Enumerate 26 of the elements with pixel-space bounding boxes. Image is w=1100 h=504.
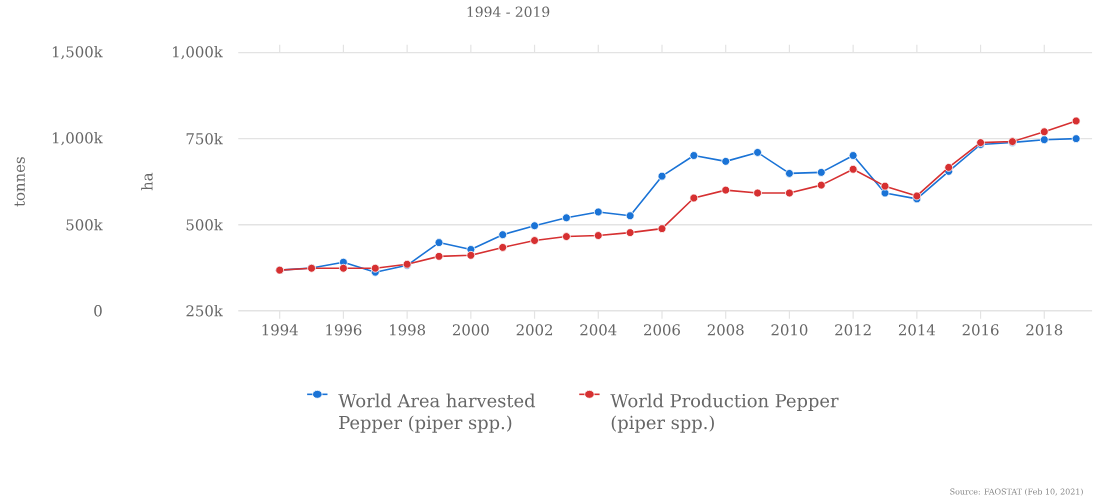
x-tick-label: 2002 — [516, 324, 553, 336]
x-tick-label: 2006 — [644, 324, 680, 336]
y-tick-label: 500k — [66, 218, 103, 231]
x-tick-label: 1994 — [262, 324, 298, 336]
x-tick-label: 1996 — [326, 324, 362, 336]
x-tick-label: 2008 — [707, 324, 744, 336]
legend-label: World Area harvested Pepper (piper spp.) — [338, 393, 536, 433]
x-tick-label: 2004 — [580, 324, 617, 336]
y2-axis-title: ha — [141, 172, 153, 191]
y2-tick-label: 750k — [186, 132, 223, 145]
x-tick-label: 2000 — [452, 324, 489, 336]
y2-tick-label: 500k — [186, 218, 223, 231]
y-tick-label: 0 — [94, 304, 102, 317]
y2-tick-label: 250k — [186, 304, 223, 317]
x-tick-label: 2018 — [1026, 324, 1063, 336]
x-tick-label: 1998 — [390, 324, 426, 336]
y-tick-label: 1,500k — [52, 45, 103, 60]
legend-label: World Production Pepper (piper spp.) — [610, 393, 839, 433]
x-tick-label: 2014 — [898, 324, 936, 336]
y-axis-title: tonnes — [14, 156, 25, 207]
x-tick-label: 2010 — [771, 324, 808, 336]
y-tick-label: 1,000k — [52, 131, 103, 146]
chart-title: 1994 - 2019 — [467, 6, 550, 17]
x-tick-label: 2016 — [962, 324, 999, 336]
x-tick-label: 2012 — [835, 324, 871, 336]
y2-tick-label: 1,000k — [173, 45, 223, 60]
